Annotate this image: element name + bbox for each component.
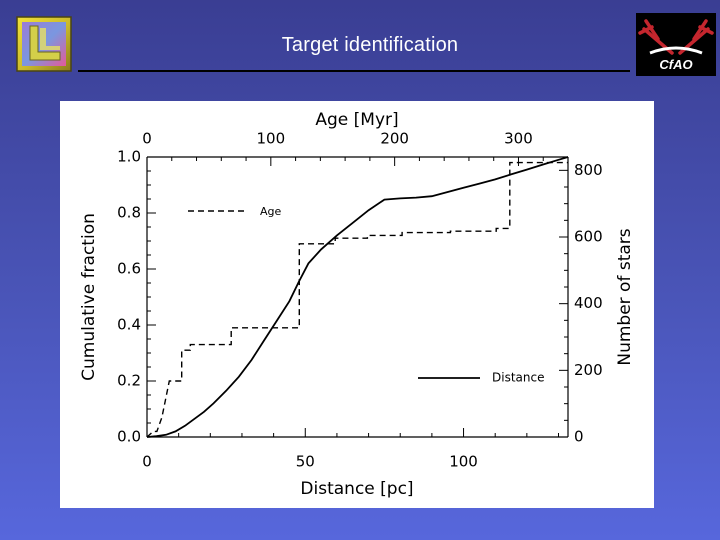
y-tick-label: 0.8	[117, 204, 141, 222]
legend: Age Distance	[188, 205, 544, 385]
series-line-distance	[146, 156, 569, 438]
y-tick-label: 0.0	[117, 428, 141, 446]
x-tick-label: 50	[296, 453, 315, 471]
y-axis-label: Cumulative fraction	[79, 213, 99, 381]
right-tick-label: 400	[574, 294, 603, 312]
x-axis-label: Distance [pc]	[300, 479, 413, 499]
top-tick-label: 100	[257, 130, 286, 148]
cfao-logo: CfAO	[636, 13, 716, 76]
tick-marks	[146, 156, 568, 438]
top-tick-label: 300	[504, 130, 533, 148]
top-tick-label: 200	[380, 130, 409, 148]
right-tick-label: 200	[574, 361, 603, 379]
y-tick-label: 1.0	[117, 148, 141, 166]
y-tick-label: 0.2	[117, 372, 141, 390]
slide-title: Target identification	[281, 34, 459, 56]
x-tick-label: 100	[449, 453, 478, 471]
x-tick-label: 0	[142, 453, 152, 471]
llnl-logo-icon	[16, 16, 72, 72]
cfao-logo-text: CfAO	[659, 57, 692, 72]
y-tick-label: 0.4	[117, 316, 141, 334]
cfao-logo-icon: CfAO	[638, 19, 714, 72]
top-axis-label: Age [Myr]	[315, 110, 398, 130]
right-tick-label: 600	[574, 228, 603, 246]
chart-panel: 0 50 100 0 100 200 300 0.0 0.2 0.4 0.6 0.8 1.0 0 200 40…	[60, 101, 654, 508]
legend-age-label: Age	[260, 205, 282, 218]
y-tick-label: 0.6	[117, 260, 141, 278]
top-tick-label: 0	[142, 130, 152, 148]
series-line-age	[146, 161, 568, 438]
title-divider	[78, 70, 630, 72]
right-tick-label: 0	[574, 428, 584, 446]
llnl-logo	[16, 16, 72, 72]
right-axis-label: Number of stars	[615, 228, 635, 365]
legend-distance-label: Distance	[492, 371, 544, 385]
right-tick-label: 800	[574, 161, 603, 179]
